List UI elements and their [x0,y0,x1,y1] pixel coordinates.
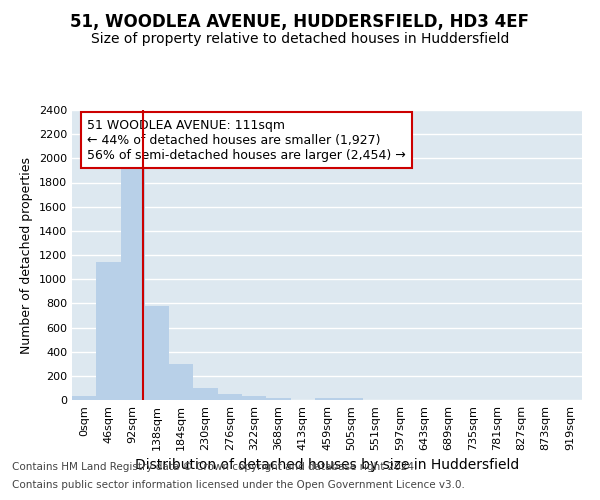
Bar [218,394,242,400]
Text: Contains HM Land Registry data © Crown copyright and database right 2024.: Contains HM Land Registry data © Crown c… [12,462,418,472]
Bar [169,364,193,400]
X-axis label: Distribution of detached houses by size in Huddersfield: Distribution of detached houses by size … [135,458,519,472]
Bar [266,398,290,400]
Bar [315,398,339,400]
Bar [72,396,96,400]
Bar [242,396,266,400]
Bar [339,398,364,400]
Text: 51, WOODLEA AVENUE, HUDDERSFIELD, HD3 4EF: 51, WOODLEA AVENUE, HUDDERSFIELD, HD3 4E… [71,12,530,30]
Text: 51 WOODLEA AVENUE: 111sqm
← 44% of detached houses are smaller (1,927)
56% of se: 51 WOODLEA AVENUE: 111sqm ← 44% of detac… [88,118,406,162]
Y-axis label: Number of detached properties: Number of detached properties [20,156,34,354]
Bar [193,388,218,400]
Text: Size of property relative to detached houses in Huddersfield: Size of property relative to detached ho… [91,32,509,46]
Bar [145,306,169,400]
Bar [96,262,121,400]
Bar [121,161,145,400]
Text: Contains public sector information licensed under the Open Government Licence v3: Contains public sector information licen… [12,480,465,490]
